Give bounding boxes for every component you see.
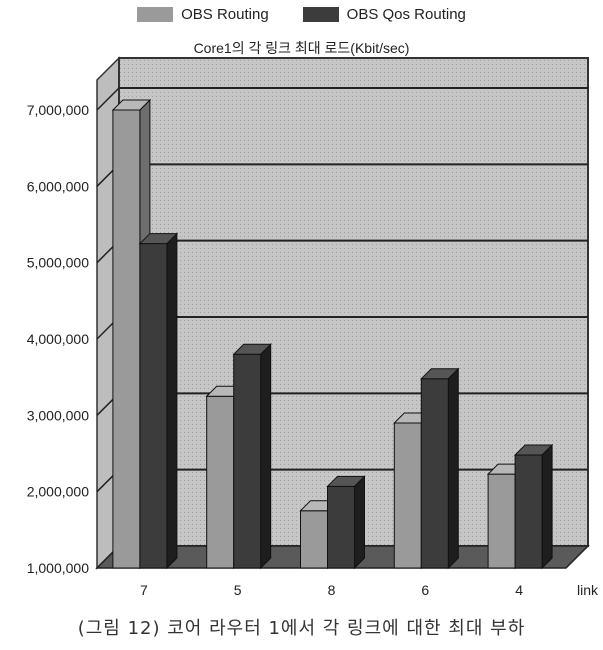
y-tick-label: 7,000,000 bbox=[27, 102, 89, 118]
figure-caption: (그림 12) 코어 라우터 1에서 각 링크에 대한 최대 부하 bbox=[77, 618, 526, 639]
y-tick-label: 3,000,000 bbox=[27, 407, 89, 423]
bar-obs-qos-routing bbox=[138, 232, 179, 570]
x-tick-label: 8 bbox=[328, 582, 336, 598]
bar-obs-qos-routing bbox=[326, 475, 366, 570]
bar-obs-qos-routing bbox=[513, 443, 554, 570]
legend-label-obs-routing: OBS Routing bbox=[181, 6, 269, 23]
x-tick-label: 6 bbox=[421, 582, 429, 598]
legend-swatch-obs-routing bbox=[137, 7, 174, 22]
bar-obs-qos-routing bbox=[420, 367, 460, 570]
bar-obs-qos-routing bbox=[232, 343, 272, 570]
x-axis-label: link bbox=[577, 582, 599, 598]
x-tick-label: 4 bbox=[515, 582, 523, 598]
y-tick-label: 2,000,000 bbox=[27, 484, 89, 500]
bar-obs-routing bbox=[486, 462, 527, 570]
x-tick-label: 7 bbox=[140, 582, 148, 598]
x-tick-label: 5 bbox=[234, 582, 242, 598]
chart-title: Core1의 각 링크 최대 로드(Kbit/sec) bbox=[193, 40, 410, 56]
legend-item-obs-qos-routing: OBS Qos Routing bbox=[302, 6, 466, 23]
bar-chart: 1,000,000 2,000,000 3,000,000 4,000,000 5,00… bbox=[27, 56, 599, 598]
legend-swatch-obs-qos-routing bbox=[302, 7, 339, 22]
y-tick-label: 6,000,000 bbox=[27, 178, 89, 194]
y-tick-label: 1,000,000 bbox=[27, 560, 89, 576]
y-tick-label: 5,000,000 bbox=[27, 255, 89, 271]
legend-item-obs-routing: OBS Routing bbox=[137, 6, 269, 23]
chart-legend: OBS Routing OBS Qos Routing bbox=[0, 6, 603, 23]
gridline-side-5 bbox=[96, 87, 120, 111]
y-tick-label: 4,000,000 bbox=[27, 331, 89, 347]
legend-label-obs-qos-routing: OBS Qos Routing bbox=[346, 6, 466, 23]
